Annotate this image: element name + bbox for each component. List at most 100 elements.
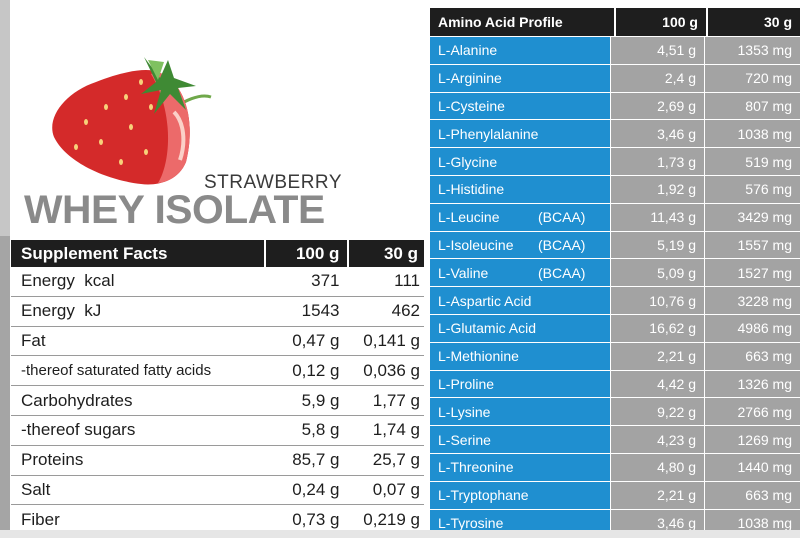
nutrient-label: Salt [21,479,51,499]
value-30g: 3228 mg [704,287,800,314]
nutrient-label: -thereof sugars [21,420,136,440]
value-100g: 2,4 g [610,64,704,92]
bcaa-tag: (BCAA) [538,209,586,226]
nutrient-label: Fiber [21,510,60,530]
value-100g: 85,7 g [292,450,340,470]
value-30g: 807 mg [704,92,800,120]
amino-acid-label: L-Phenylalanine [438,125,539,142]
header-30g: 30 g [347,240,424,267]
amino-acid-name: L-Methionine [430,342,610,370]
amino-acid-header: Amino Acid Profile 100 g 30 g [430,8,800,36]
amino-acid-name: L-Glutamic Acid [430,314,610,342]
value-100g: 4,23 g [610,426,704,453]
value-30g: 663 mg [704,481,800,509]
table-row: L-Histidine 1,92 g 576 mg [430,174,800,203]
amino-acid-name: L-Proline [430,370,610,398]
table-row: Fat 0,47 g 0,141 g [11,327,424,357]
table-row: L-Glutamic Acid 16,62 g 4986 mg [430,313,800,342]
table-row: Proteins 85,7 g 25,7 g [11,446,424,476]
value-100g: 0,47 g [292,330,340,350]
value-100g: 0,73 g [292,510,340,530]
value-100g: 2,69 g [610,92,704,120]
value-30g: 1038 mg [704,120,800,148]
amino-acid-label: L-Threonine [438,459,514,476]
value-100g: 3,46 g [610,120,704,148]
value-30g: 462 [391,301,420,321]
table-row: Energy kJ 1543 462 [11,297,424,327]
table-row: L-Arginine 2,4 g 720 mg [430,63,800,92]
strawberry-icon [52,57,212,185]
value-100g: 0,24 g [292,479,340,499]
value-100g: 16,62 g [610,314,704,342]
value-30g: 720 mg [704,64,800,92]
table-row: L-Threonine 4,80 g 1440 mg [430,452,800,481]
value-30g: 1440 mg [704,453,800,481]
table-row: -thereof sugars 5,8 g 1,74 g [11,416,424,446]
bottom-edge-bar [0,530,800,538]
value-100g: 5,19 g [610,231,704,259]
amino-acid-name: L-Aspartic Acid [430,287,610,314]
value-100g: 4,51 g [610,37,704,64]
amino-acid-label: L-Aspartic Acid [438,292,532,309]
value-30g: 1,74 g [372,420,420,440]
value-100g: 10,76 g [610,287,704,314]
value-100g: 2,21 g [610,481,704,509]
value-100g: 1,92 g [610,175,704,203]
value-30g: 1527 mg [704,259,800,287]
nutrient-label: Energy kJ [21,301,102,321]
table-row: Fiber 0,73 g 0,219 g [11,505,424,535]
amino-acid-name: L-Leucine (BCAA) [430,203,610,231]
value-30g: 3429 mg [704,203,800,231]
amino-acid-name: L-Valine (BCAA) [430,259,610,287]
left-edge-bar-dark [0,236,10,538]
value-30g: 519 mg [704,148,800,175]
header-30g: 30 g [705,8,800,36]
value-30g: 111 [394,271,420,291]
amino-acid-table: Amino Acid Profile 100 g 30 g L-Alanine 4… [430,8,800,537]
value-100g: 9,22 g [610,398,704,426]
nutrient-label: Proteins [21,450,84,470]
value-30g: 1269 mg [704,426,800,453]
amino-acid-name: L-Histidine [430,175,610,203]
value-100g: 5,09 g [610,259,704,287]
amino-acid-name: L-Lysine [430,398,610,426]
value-30g: 2766 mg [704,398,800,426]
amino-acid-label: L-Serine [438,431,491,448]
value-100g: 0,12 g [292,360,340,380]
value-100g: 1,73 g [610,148,704,175]
value-100g: 1543 [301,301,340,321]
value-30g: 0,141 g [363,330,420,350]
amino-acid-name: L-Glycine [430,148,610,175]
header-100g: 100 g [263,240,347,267]
amino-acid-label: L-Leucine [438,209,500,226]
header-label: Supplement Facts [21,243,168,263]
product-flavor: STRAWBERRY [203,172,342,193]
table-row: L-Glycine 1,73 g 519 mg [430,147,800,175]
value-30g: 1353 mg [704,37,800,64]
amino-acid-name: L-Alanine [430,37,610,64]
supplement-facts-table: Supplement Facts 100 g 30 g Energy kcal 3… [11,240,424,535]
amino-acid-label: L-Arginine [438,70,502,87]
amino-acid-name: L-Serine [430,426,610,453]
value-30g: 4986 mg [704,314,800,342]
amino-acid-label: L-Valine [438,264,489,281]
amino-acid-name: L-Threonine [430,453,610,481]
header-100g: 100 g [613,8,706,36]
amino-acid-name: L-Phenylalanine [430,120,610,148]
value-30g: 663 mg [704,342,800,370]
table-row: L-Proline 4,42 g 1326 mg [430,369,800,398]
amino-acid-label: L-Tryptophane [438,487,529,504]
table-row: L-Methionine 2,21 g 663 mg [430,341,800,370]
value-30g: 25,7 g [372,450,420,470]
value-100g: 4,42 g [610,370,704,398]
amino-acid-name: L-Cysteine [430,92,610,120]
table-row: L-Lysine 9,22 g 2766 mg [430,397,800,426]
bcaa-tag: (BCAA) [538,264,586,281]
value-100g: 371 [311,271,340,291]
value-30g: 0,219 g [363,510,420,530]
value-30g: 576 mg [704,175,800,203]
amino-acid-label: L-Glutamic Acid [438,320,537,337]
nutrient-label: Carbohydrates [21,390,133,410]
table-row: Carbohydrates 5,9 g 1,77 g [11,386,424,416]
table-row: L-Isoleucine (BCAA) 5,19 g 1557 mg [430,230,800,259]
